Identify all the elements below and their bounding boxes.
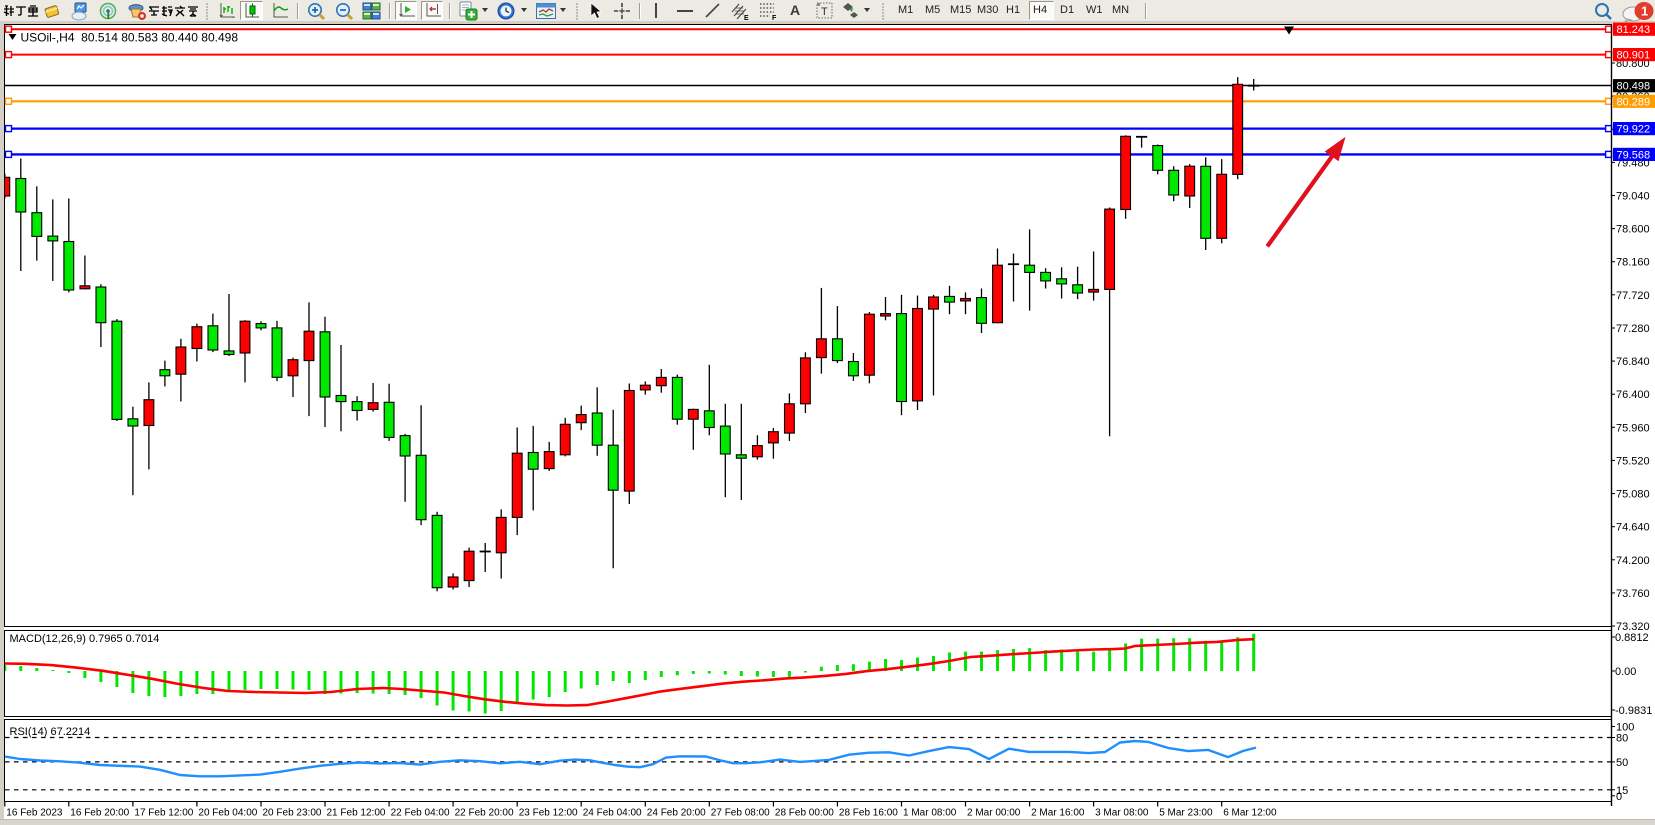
svg-text:79.922: 79.922: [1617, 124, 1651, 136]
svg-text:2 Mar 16:00: 2 Mar 16:00: [1031, 808, 1085, 819]
svg-text:3 Mar 08:00: 3 Mar 08:00: [1095, 808, 1149, 819]
svg-text:0.00: 0.00: [1615, 666, 1636, 678]
svg-text:74.200: 74.200: [1616, 555, 1650, 567]
svg-text:75.080: 75.080: [1616, 489, 1650, 501]
svg-text:2 Mar 00:00: 2 Mar 00:00: [967, 808, 1021, 819]
svg-text:78.160: 78.160: [1616, 257, 1650, 269]
svg-text:73.320: 73.320: [1616, 621, 1650, 633]
svg-text:80: 80: [1616, 733, 1628, 745]
svg-text:23 Feb 12:00: 23 Feb 12:00: [519, 808, 578, 819]
svg-text:5 Mar 23:00: 5 Mar 23:00: [1159, 808, 1213, 819]
svg-text:74.640: 74.640: [1616, 522, 1650, 534]
svg-text:16 Feb 20:00: 16 Feb 20:00: [70, 808, 129, 819]
svg-text:79.040: 79.040: [1616, 191, 1650, 203]
svg-text:24 Feb 20:00: 24 Feb 20:00: [647, 808, 706, 819]
svg-text:22 Feb 04:00: 22 Feb 04:00: [391, 808, 450, 819]
svg-text:100: 100: [1616, 722, 1634, 734]
svg-text:0.8812: 0.8812: [1615, 632, 1649, 644]
svg-text:76.840: 76.840: [1616, 356, 1650, 368]
svg-text:-0.9831: -0.9831: [1615, 705, 1652, 717]
svg-text:78.600: 78.600: [1616, 224, 1650, 236]
svg-text:6 Mar 12:00: 6 Mar 12:00: [1223, 808, 1277, 819]
svg-text:15: 15: [1616, 785, 1628, 797]
svg-text:16 Feb 2023: 16 Feb 2023: [6, 808, 63, 819]
svg-text:27 Feb 08:00: 27 Feb 08:00: [711, 808, 770, 819]
svg-text:75.960: 75.960: [1616, 422, 1650, 434]
svg-text:80.498: 80.498: [1617, 81, 1651, 93]
svg-text:24 Feb 04:00: 24 Feb 04:00: [583, 808, 642, 819]
svg-text:81.243: 81.243: [1617, 24, 1651, 36]
svg-text:21 Feb 12:00: 21 Feb 12:00: [327, 808, 386, 819]
svg-text:17 Feb 12:00: 17 Feb 12:00: [134, 808, 193, 819]
svg-text:79.568: 79.568: [1617, 149, 1651, 161]
svg-text:1 Mar 08:00: 1 Mar 08:00: [903, 808, 957, 819]
svg-text:20 Feb 04:00: 20 Feb 04:00: [198, 808, 257, 819]
svg-text:RSI(14) 67.2214: RSI(14) 67.2214: [10, 726, 91, 738]
svg-text:1: 1: [1641, 4, 1648, 19]
svg-text:75.520: 75.520: [1616, 455, 1650, 467]
svg-text:80.901: 80.901: [1617, 50, 1651, 62]
svg-text:50: 50: [1616, 757, 1628, 769]
svg-text:T: T: [821, 6, 828, 18]
svg-text:28 Feb 16:00: 28 Feb 16:00: [839, 808, 898, 819]
svg-text:76.400: 76.400: [1616, 389, 1650, 401]
svg-text:28 Feb 00:00: 28 Feb 00:00: [775, 808, 834, 819]
svg-text:0: 0: [1616, 791, 1622, 803]
svg-text:80.289: 80.289: [1617, 96, 1651, 108]
svg-text:22 Feb 20:00: 22 Feb 20:00: [455, 808, 514, 819]
svg-text:20 Feb 23:00: 20 Feb 23:00: [263, 808, 322, 819]
svg-text:USOil-,H4 80.514 80.583 80.44: USOil-,H4 80.514 80.583 80.440 80.498: [21, 31, 239, 45]
svg-text:F: F: [772, 15, 777, 21]
svg-text:MACD(12,26,9) 0.7965 0.7014: MACD(12,26,9) 0.7965 0.7014: [10, 633, 160, 645]
svg-text:77.280: 77.280: [1616, 323, 1650, 335]
svg-text:E: E: [744, 15, 749, 21]
svg-text:77.720: 77.720: [1616, 290, 1650, 302]
svg-text:73.760: 73.760: [1616, 588, 1650, 600]
